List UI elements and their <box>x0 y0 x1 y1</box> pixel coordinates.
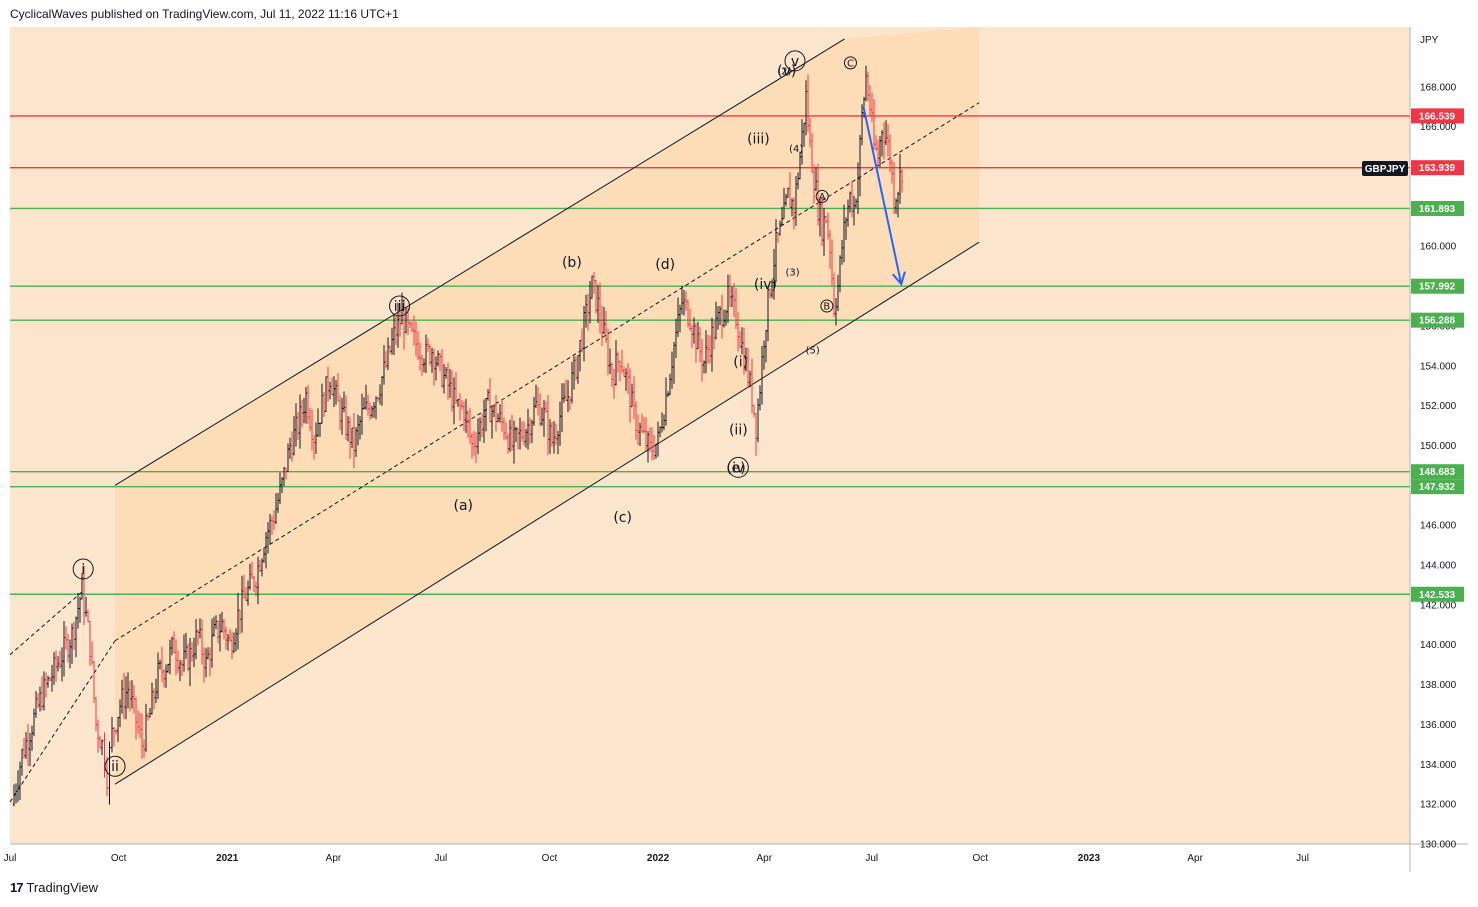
wave-label: v <box>791 54 799 70</box>
tradingview-logo-icon: 17 <box>10 880 24 895</box>
channel-upper-line <box>114 38 845 486</box>
price-tick-label: 130.000 <box>1420 840 1457 851</box>
price-tick-label: 140.000 <box>1420 640 1457 651</box>
wave-label: (e) <box>726 460 746 476</box>
wave-label: (3) <box>786 268 800 279</box>
symbol-tag: GBPJPY <box>1362 161 1408 176</box>
wave-label: (2) <box>777 66 791 77</box>
price-tick-label: 136.000 <box>1420 720 1457 731</box>
wave-label: iv <box>732 460 744 476</box>
price-tick-label: 152.000 <box>1420 401 1457 412</box>
time-tick-label: Jul <box>1296 853 1309 864</box>
price-tick-label: 134.000 <box>1420 760 1457 771</box>
channel-mid-line <box>114 102 980 642</box>
time-tick-label: Jul <box>4 853 17 864</box>
time-tick-label: Jul <box>865 853 878 864</box>
wave-label-circle <box>815 189 829 203</box>
price-tick-label: 146.000 <box>1420 521 1457 532</box>
time-axis[interactable]: Jul Oct 2021 Apr Jul Oct 2022 Apr Jul Oct 2023 Apr J… <box>4 853 1309 864</box>
wave-label: B <box>823 301 830 312</box>
projection-arrow <box>862 106 906 287</box>
candles <box>12 65 904 807</box>
price-tick-label: 154.000 <box>1420 361 1457 372</box>
wave-label: A <box>819 192 826 203</box>
level-tag <box>1411 278 1464 294</box>
level-tag <box>1411 479 1464 495</box>
wave-label: (a) <box>454 498 474 514</box>
wave-label-circle <box>72 558 94 580</box>
level-tag-label: 156.288 <box>1419 316 1456 327</box>
wave-labels: iiiiii(a)(b)(c)(d)(e)iv(i)(ii)(iii)(iv)(… <box>72 50 857 777</box>
publisher-line: CyclicalWaves published on TradingView.c… <box>10 7 399 21</box>
left-dashed-upper-line <box>9 590 84 656</box>
wave-label: (4) <box>789 144 803 155</box>
projection-arrow-head <box>892 271 906 287</box>
time-tick-label: Jul <box>434 853 447 864</box>
wave-label: (c) <box>613 510 632 526</box>
wave-label: C <box>847 58 854 69</box>
wave-label-circle <box>389 295 411 317</box>
price-tick-label: 142.000 <box>1420 600 1457 611</box>
time-tick-label: Oct <box>542 853 558 864</box>
wave-label-circle <box>727 456 749 478</box>
brand-name: TradingView <box>26 880 99 895</box>
wave-label: (b) <box>562 255 582 271</box>
price-tick-label: 144.000 <box>1420 561 1457 572</box>
level-tag-label: 147.932 <box>1419 482 1456 493</box>
wave-label: (v) <box>777 64 796 80</box>
price-tick-label: 132.000 <box>1420 800 1457 811</box>
level-tag-label: 161.893 <box>1419 204 1456 215</box>
wave-label: (i) <box>733 355 748 371</box>
level-tag <box>1411 160 1464 176</box>
price-tick-label: 166.000 <box>1420 122 1457 133</box>
currency-label: JPY <box>1420 35 1439 46</box>
level-tag-label: 163.939 <box>1419 163 1456 174</box>
time-tick-label: Apr <box>326 853 342 864</box>
time-tick-label: Oct <box>973 853 989 864</box>
wave-label: (d) <box>655 257 675 273</box>
svg-text:GBPJPY: GBPJPY <box>1365 164 1406 175</box>
level-tag-label: 166.539 <box>1419 111 1456 122</box>
price-level-tags: 166.539 163.939 161.893 157.992 156.288 148.6… <box>1411 108 1464 602</box>
price-chart[interactable]: iiiiii(a)(b)(c)(d)(e)iv(i)(ii)(iii)(iv)(… <box>0 0 1478 880</box>
level-tag-label: 148.683 <box>1419 467 1456 478</box>
channel-lines <box>9 38 980 803</box>
price-tick-label: 150.000 <box>1420 441 1457 452</box>
wave-label: (ii) <box>729 422 748 438</box>
wave-label-circle <box>843 56 857 70</box>
wave-label: i <box>81 562 85 578</box>
footer-brand[interactable]: 17 TradingView <box>10 880 98 895</box>
time-tick-label: Apr <box>1187 853 1203 864</box>
price-tick-label: 168.000 <box>1420 82 1457 93</box>
time-tick-label: 2022 <box>647 853 670 864</box>
time-tick-label: Oct <box>111 853 127 864</box>
horizontal-levels <box>10 115 1410 595</box>
level-tag <box>1411 312 1464 328</box>
level-tag <box>1411 464 1464 480</box>
wave-label-circle <box>784 50 806 72</box>
price-tick-label: 160.000 <box>1420 242 1457 253</box>
wave-label: iii <box>394 299 406 315</box>
wave-label-circle <box>820 299 834 313</box>
projection-arrow-shaft <box>862 106 903 285</box>
level-tag-label: 157.992 <box>1419 282 1456 293</box>
price-tick-label: 138.000 <box>1420 680 1457 691</box>
level-tag <box>1411 200 1464 216</box>
wave-label: (iv) <box>754 277 777 293</box>
wave-label-circle <box>104 755 126 777</box>
channel-lower-line <box>114 241 980 785</box>
level-tag <box>1411 586 1464 602</box>
level-tag <box>1411 108 1464 124</box>
wave-label: ii <box>111 759 119 775</box>
time-tick-label: 2023 <box>1078 853 1101 864</box>
level-tag-label: 142.533 <box>1419 590 1456 601</box>
time-tick-label: Apr <box>757 853 773 864</box>
wave-label: (5) <box>806 345 820 356</box>
time-tick-label: 2021 <box>216 853 239 864</box>
wave-label: (iii) <box>747 131 770 147</box>
